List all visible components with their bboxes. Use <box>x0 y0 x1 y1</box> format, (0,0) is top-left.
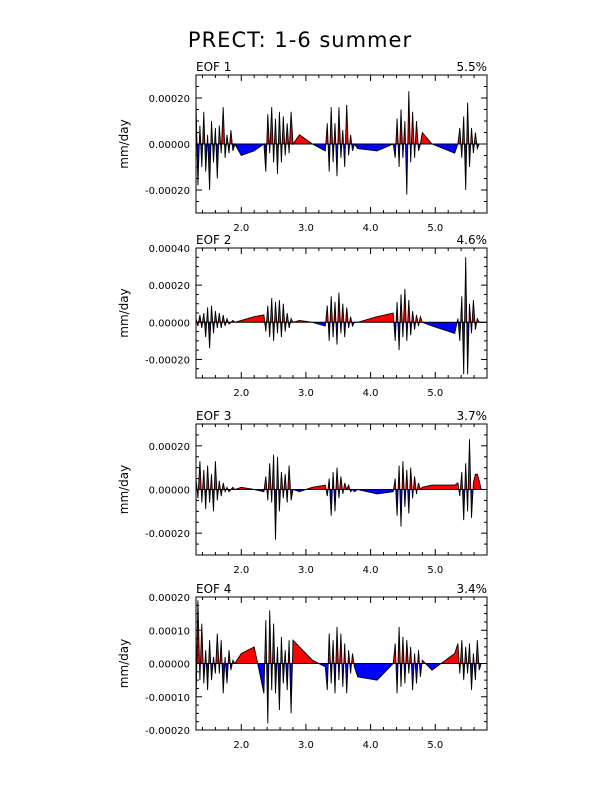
x-tick-label: 5.0 <box>427 740 443 751</box>
y-tick-label: 0.00020 <box>149 442 190 453</box>
y-tick-label: -0.00020 <box>145 186 190 197</box>
panels: 2.0 3.0 4.0 5.0 0.00020 0.00000 -0.00020 EOF 1 5… <box>117 60 488 751</box>
y-tick-label: 0.00000 <box>149 486 190 497</box>
positive-area-19 <box>232 646 258 664</box>
positive-area-64 <box>417 482 459 490</box>
series-line <box>195 600 484 724</box>
negative-area-63 <box>422 322 458 334</box>
y-axis-label: mm/day <box>117 465 131 515</box>
y-tick-label: -0.00010 <box>145 693 190 704</box>
x-tick-label: 3.0 <box>298 740 314 751</box>
negative-area-53 <box>354 144 394 151</box>
y-tick-label: 0.00020 <box>149 281 190 292</box>
x-tick-label: 4.0 <box>363 565 379 576</box>
y-tick-label: -0.00020 <box>145 529 190 540</box>
x-tick-label: 2.0 <box>233 223 249 234</box>
panel-label: EOF 3 <box>196 409 231 423</box>
y-axis-label: mm/day <box>117 119 131 169</box>
series-line <box>195 439 484 540</box>
eof-panel-3: 2.0 3.0 4.0 5.0 0.00020 0.00000 -0.00020 EOF 3 3… <box>117 409 488 576</box>
panel-percent: 3.4% <box>457 582 488 596</box>
y-tick-label: 0.00000 <box>149 140 190 151</box>
positive-area-72 <box>473 474 484 490</box>
x-tick-label: 2.0 <box>233 565 249 576</box>
panel-label: EOF 4 <box>196 582 231 596</box>
x-tick-label: 5.0 <box>427 223 443 234</box>
panel-percent: 4.6% <box>457 233 488 247</box>
series-line <box>195 257 484 375</box>
y-tick-label: 0.00040 <box>149 244 190 255</box>
x-tick-label: 4.0 <box>363 223 379 234</box>
figure-title: PRECT: 1-6 summer <box>188 28 412 52</box>
x-tick-label: 5.0 <box>427 388 443 399</box>
y-tick-label: 0.00020 <box>149 593 190 604</box>
negative-area-21 <box>234 144 264 156</box>
eof-panel-1: 2.0 3.0 4.0 5.0 0.00020 0.00000 -0.00020 EOF 1 5… <box>117 60 488 234</box>
x-tick-label: 3.0 <box>298 565 314 576</box>
x-tick-label: 5.0 <box>427 565 443 576</box>
eof-panel-2: 2.0 3.0 4.0 5.0 0.00040 0.00020 0.00000 -0.0002… <box>117 233 488 399</box>
positive-area-36 <box>289 111 313 144</box>
y-tick-label: -0.00020 <box>145 355 190 366</box>
negative-area-50 <box>353 663 394 681</box>
panel-percent: 3.7% <box>457 409 488 423</box>
x-tick-label: 3.0 <box>298 388 314 399</box>
x-tick-label: 3.0 <box>298 223 314 234</box>
x-tick-label: 2.0 <box>233 740 249 751</box>
panel-label: EOF 1 <box>196 60 231 74</box>
y-tick-label: 0.00020 <box>149 94 190 105</box>
series-line <box>195 91 480 195</box>
positive-area-35 <box>292 640 319 664</box>
negative-area-66 <box>425 663 442 671</box>
negative-area-35 <box>293 489 306 492</box>
positive-area-67 <box>441 643 460 664</box>
y-tick-label: -0.00020 <box>145 726 190 737</box>
y-axis-label: mm/day <box>117 639 131 689</box>
y-tick-label: 0.00000 <box>149 660 190 671</box>
eof-panel-4: 2.0 3.0 4.0 5.0 0.00020 0.00010 0.00000 -0.0001… <box>117 582 488 751</box>
x-tick-label: 4.0 <box>363 388 379 399</box>
x-tick-label: 4.0 <box>363 740 379 751</box>
x-tick-label: 2.0 <box>233 388 249 399</box>
y-tick-label: 0.00000 <box>149 318 190 329</box>
y-tick-label: 0.00010 <box>149 626 190 637</box>
plot-frame <box>195 247 488 379</box>
panel-label: EOF 2 <box>196 233 231 247</box>
panel-percent: 5.5% <box>457 60 488 74</box>
y-axis-label: mm/day <box>117 288 131 338</box>
